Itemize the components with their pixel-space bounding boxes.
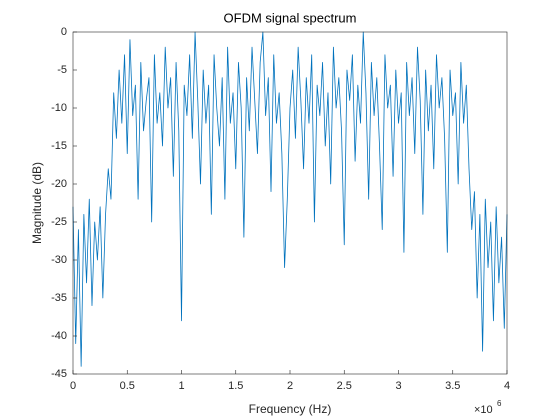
x-tick-label: 2.5 <box>337 380 352 392</box>
y-tick-label: -40 <box>51 330 67 342</box>
y-tick-label: -15 <box>51 140 67 152</box>
y-tick-label: -25 <box>51 216 67 228</box>
chart-title: OFDM signal spectrum <box>224 10 357 25</box>
x-tick-label: 1.5 <box>228 380 243 392</box>
y-tick-label: 0 <box>61 26 67 38</box>
x-tick-label: 0.5 <box>120 380 135 392</box>
x-multiplier: ×10 <box>474 404 493 416</box>
y-tick-label: -20 <box>51 178 67 190</box>
x-tick-label: 0 <box>70 380 76 392</box>
x-tick-label: 2 <box>287 380 293 392</box>
x-tick-label: 4 <box>504 380 510 392</box>
y-tick-label: -5 <box>57 64 67 76</box>
y-axis-label: Magnitude (dB) <box>30 162 44 244</box>
y-tick-label: -10 <box>51 102 67 114</box>
y-tick-label: -30 <box>51 254 67 266</box>
x-tick-label: 3 <box>395 380 401 392</box>
y-tick-label: -35 <box>51 292 67 304</box>
x-axis-label: Frequency (Hz) <box>249 402 332 416</box>
x-multiplier-exponent: 6 <box>497 399 502 408</box>
x-tick-label: 1 <box>178 380 184 392</box>
y-tick-label: -45 <box>51 368 67 380</box>
x-tick-label: 3.5 <box>445 380 460 392</box>
spectrum-line <box>72 31 508 367</box>
